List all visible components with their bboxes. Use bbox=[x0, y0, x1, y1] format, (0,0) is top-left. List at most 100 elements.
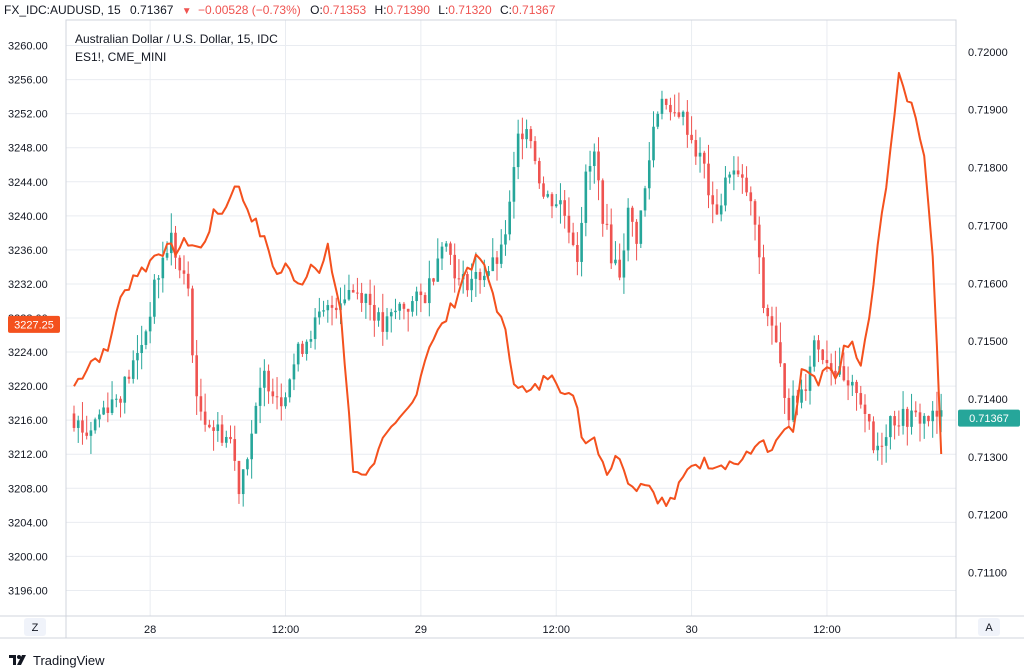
candle bbox=[406, 308, 410, 332]
candle bbox=[191, 285, 194, 363]
left-tick-label: 3196.00 bbox=[8, 585, 48, 597]
candle bbox=[123, 376, 127, 414]
candle bbox=[271, 378, 275, 404]
last-price: 0.71367 bbox=[130, 3, 174, 17]
candle-body bbox=[263, 370, 266, 388]
candle bbox=[436, 238, 440, 282]
candle bbox=[715, 189, 719, 215]
candle-body bbox=[669, 104, 672, 113]
candle bbox=[757, 216, 761, 274]
candle-body bbox=[351, 290, 355, 293]
candle bbox=[842, 352, 846, 382]
candle-body bbox=[495, 257, 499, 264]
tradingview-logo-icon[interactable] bbox=[8, 653, 28, 667]
candle bbox=[423, 292, 427, 304]
candle bbox=[707, 144, 710, 209]
candle bbox=[157, 275, 160, 299]
right-tick-label: 0.71100 bbox=[968, 568, 1007, 580]
candle bbox=[267, 364, 270, 404]
candle-body bbox=[918, 412, 922, 424]
candle-body bbox=[851, 381, 854, 386]
candle-body bbox=[313, 317, 317, 340]
candle bbox=[559, 183, 562, 224]
candle bbox=[626, 198, 630, 262]
candle-body bbox=[812, 340, 816, 367]
candle-body bbox=[174, 232, 177, 258]
candle bbox=[495, 250, 499, 281]
candle bbox=[444, 241, 448, 252]
candle-body bbox=[597, 151, 600, 181]
candle bbox=[140, 325, 143, 370]
candle-body bbox=[110, 399, 114, 413]
candle bbox=[647, 142, 651, 200]
candle-body bbox=[897, 425, 901, 427]
candle-body bbox=[182, 270, 186, 274]
right-tick-label: 0.71600 bbox=[968, 278, 1008, 290]
candle bbox=[639, 210, 643, 248]
candle-body bbox=[499, 244, 503, 264]
candle bbox=[927, 415, 930, 427]
candle bbox=[546, 190, 550, 199]
candle-body bbox=[377, 312, 380, 321]
candle bbox=[669, 97, 672, 121]
candle-body bbox=[762, 257, 765, 309]
candle bbox=[690, 116, 693, 144]
symbol-label[interactable]: FX_IDC:AUDUSD, 15 bbox=[4, 3, 121, 17]
candle bbox=[296, 341, 300, 372]
candle bbox=[749, 186, 753, 216]
brand-name[interactable]: TradingView bbox=[33, 652, 105, 668]
legend-title: Australian Dollar / U.S. Dollar, 15, IDC bbox=[75, 32, 278, 46]
candle bbox=[279, 383, 283, 421]
candle-body bbox=[774, 325, 778, 343]
candle bbox=[910, 393, 913, 435]
candle bbox=[119, 396, 122, 418]
candle-body bbox=[605, 223, 609, 225]
candle bbox=[736, 156, 740, 178]
candle bbox=[538, 157, 541, 189]
candle-body bbox=[664, 98, 668, 105]
candle bbox=[872, 416, 875, 454]
candle bbox=[686, 100, 689, 148]
candle bbox=[208, 419, 211, 429]
candle bbox=[402, 301, 406, 320]
candle bbox=[385, 307, 389, 340]
candle bbox=[571, 222, 575, 247]
candle bbox=[263, 359, 266, 407]
candle bbox=[144, 329, 148, 350]
candle bbox=[457, 259, 461, 286]
candle-body bbox=[652, 126, 655, 161]
auto-scale-left-button[interactable]: Z bbox=[24, 618, 46, 636]
candle-body bbox=[322, 310, 325, 312]
candle-body bbox=[305, 341, 308, 354]
candle bbox=[677, 92, 681, 119]
candle-body bbox=[567, 215, 571, 233]
candle-body bbox=[512, 167, 516, 202]
candle bbox=[855, 379, 858, 411]
low-label: L: bbox=[438, 3, 449, 17]
candle bbox=[93, 417, 97, 434]
candle bbox=[605, 203, 609, 230]
candle bbox=[508, 190, 511, 241]
symbol-header: FX_IDC:AUDUSD, 15 0.71367 ▼ −0.00528 (−0… bbox=[0, 0, 1024, 20]
right-tick-label: 0.71200 bbox=[968, 510, 1008, 522]
candle bbox=[889, 415, 892, 450]
candle bbox=[533, 136, 537, 165]
candle bbox=[275, 377, 279, 410]
candle bbox=[131, 350, 135, 384]
left-tick-label: 3204.00 bbox=[8, 517, 48, 529]
candle-body bbox=[279, 397, 283, 407]
candle-body bbox=[203, 411, 207, 425]
candle-body bbox=[787, 397, 791, 421]
candle-body bbox=[76, 420, 80, 428]
candle bbox=[922, 413, 926, 439]
candle-body bbox=[910, 410, 913, 427]
candle-body bbox=[148, 316, 152, 332]
candle bbox=[110, 381, 114, 416]
candle bbox=[702, 150, 706, 179]
candle-body bbox=[660, 98, 664, 114]
auto-scale-right-button[interactable]: A bbox=[978, 618, 1000, 636]
candle bbox=[220, 415, 224, 446]
candle-body bbox=[741, 174, 744, 178]
candle bbox=[301, 340, 304, 357]
